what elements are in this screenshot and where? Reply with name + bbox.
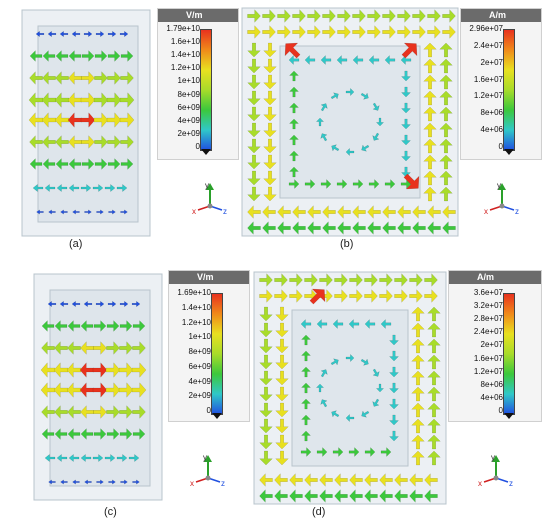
panel-d-current-plot	[252, 270, 448, 506]
legend-tick-label: 1e+10	[188, 332, 211, 342]
legend-tick-label: 1.69e+10	[177, 288, 211, 297]
svg-text:x: x	[192, 207, 196, 216]
legend-tick-label: 0	[195, 142, 200, 151]
legend-tick-label: 0	[498, 142, 503, 151]
legend-tick-label: 2e+07	[480, 340, 503, 350]
legend-tick-label: 4e+09	[177, 115, 200, 125]
colorbar	[200, 29, 212, 151]
legend-tick-label: 0	[498, 406, 503, 415]
legend-tick-label: 1.6e+07	[473, 353, 503, 363]
legend-unit: V/m	[158, 9, 238, 22]
panel-a-efield-plot	[18, 6, 158, 238]
svg-text:y: y	[203, 453, 207, 462]
legend-tick-label: 8e+09	[188, 347, 211, 356]
caption-d: (d)	[312, 506, 326, 518]
svg-text:z: z	[223, 207, 227, 216]
efield-arrows-a	[21, 9, 151, 237]
legend-c: V/m 1.69e+10 1.4e+10 1.2e+10 1e+10 8e+09 6e+0…	[168, 270, 250, 422]
colorbar	[211, 293, 223, 415]
svg-text:y: y	[497, 181, 501, 190]
legend-unit: V/m	[169, 271, 249, 284]
legend-b: A/m 2.96e+07 2.4e+07 2e+07 1.6e+07 1.2e+07 8e…	[460, 8, 542, 160]
panel-c-efield-plot	[30, 270, 170, 506]
svg-text:y: y	[205, 181, 209, 190]
axis-triad-icon: y x z	[188, 452, 228, 497]
legend-tick-label: 1.2e+07	[473, 91, 503, 101]
legend-tick-label: 1.2e+10	[170, 63, 200, 73]
legend-tick-label: 1.79e+10	[166, 24, 200, 33]
legend-tick-label: 4e+06	[480, 125, 503, 135]
legend-d: A/m 3.6e+07 3.2e+07 2.8e+07 2.4e+07 2e+07 1.6…	[448, 270, 542, 422]
legend-tick-label: 2e+09	[177, 128, 200, 138]
svg-text:x: x	[190, 479, 194, 488]
caption-b: (b)	[340, 238, 354, 250]
svg-text:z: z	[221, 479, 225, 488]
legend-tick-label: 1.4e+10	[181, 302, 211, 312]
caption-c: (c)	[104, 506, 117, 518]
legend-tick-label: 2.8e+07	[473, 314, 503, 324]
legend-a: V/m 1.79e+10 1.6e+10 1.4e+10 1.2e+10 1e+10 8e…	[157, 8, 239, 160]
legend-tick-label: 8e+09	[177, 89, 200, 99]
legend-tick-label: 2.96e+07	[469, 24, 503, 33]
legend-tick-label: 1.6e+07	[473, 74, 503, 84]
legend-unit: A/m	[461, 9, 541, 22]
current-arrows-d	[253, 271, 447, 505]
current-arrows-b	[241, 7, 459, 237]
legend-tick-label: 1.2e+07	[473, 366, 503, 376]
legend-tick-label: 4e+09	[188, 376, 211, 386]
caption-a: (a)	[69, 238, 83, 250]
legend-tick-label: 2e+07	[480, 57, 503, 67]
legend-tick-label: 2.4e+07	[473, 327, 503, 337]
svg-text:z: z	[509, 479, 513, 488]
svg-text:x: x	[484, 207, 488, 216]
axis-triad-icon: y x z	[476, 452, 516, 497]
svg-text:z: z	[515, 207, 519, 216]
svg-text:y: y	[491, 453, 495, 462]
legend-tick-label: 3.2e+07	[473, 301, 503, 311]
panel-b-current-plot	[240, 6, 460, 238]
legend-tick-label: 0	[206, 406, 211, 415]
legend-tick-label: 8e+06	[480, 379, 503, 389]
legend-tick-label: 1.2e+10	[181, 317, 211, 327]
colorbar	[503, 29, 515, 151]
colorbar	[503, 293, 515, 415]
legend-tick-label: 1e+10	[177, 76, 200, 86]
legend-tick-label: 8e+06	[480, 108, 503, 118]
axis-triad-icon: y x z	[190, 180, 230, 225]
legend-tick-label: 4e+06	[480, 392, 503, 402]
axis-triad-icon: y x z	[482, 180, 522, 225]
svg-text:x: x	[478, 479, 482, 488]
legend-tick-label: 2e+09	[188, 391, 211, 401]
legend-tick-label: 3.6e+07	[473, 288, 503, 297]
legend-tick-label: 2.4e+07	[473, 40, 503, 50]
legend-tick-label: 1.6e+10	[170, 37, 200, 47]
legend-tick-label: 6e+09	[188, 361, 211, 371]
efield-arrows-c	[33, 273, 163, 501]
legend-tick-label: 6e+09	[177, 102, 200, 112]
legend-unit: A/m	[449, 271, 541, 284]
legend-tick-label: 1.4e+10	[170, 50, 200, 60]
